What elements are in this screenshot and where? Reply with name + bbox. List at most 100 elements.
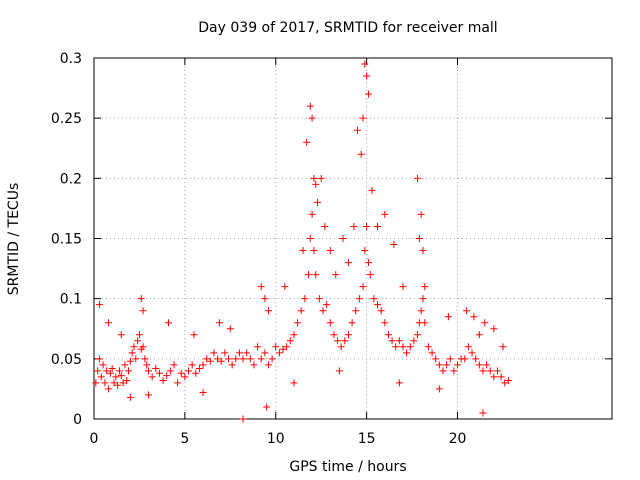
data-point (481, 319, 489, 327)
data-point (312, 180, 320, 188)
data-point (306, 235, 314, 242)
data-point (275, 349, 283, 357)
data-point (110, 379, 118, 387)
data-point (335, 367, 343, 375)
data-point (226, 325, 234, 333)
data-point (163, 372, 171, 380)
data-point (139, 343, 147, 351)
data-point (214, 355, 222, 363)
data-point (461, 355, 469, 363)
x-tick-label: 10 (267, 431, 285, 447)
data-point (301, 295, 309, 303)
data-point (323, 301, 331, 309)
data-point (152, 364, 160, 372)
axis-ticks: 0 0.05 0.1 0.15 0.2 0.25 0.3 0 5 10 15 20 (51, 51, 612, 447)
data-point (235, 349, 243, 357)
data-point (114, 381, 122, 389)
data-point (403, 349, 411, 357)
data-point (145, 391, 153, 399)
data-point (239, 415, 247, 423)
data-point (344, 259, 352, 267)
data-point (159, 376, 167, 384)
data-point (177, 369, 185, 377)
data-point (399, 283, 407, 291)
data-point (135, 331, 143, 339)
data-point (312, 271, 320, 279)
gridlines (94, 58, 612, 419)
data-point (281, 283, 289, 291)
data-point (364, 259, 372, 267)
data-points (92, 60, 512, 423)
data-point (206, 357, 214, 365)
data-point (95, 301, 103, 309)
data-point (261, 295, 269, 303)
data-point (352, 307, 360, 315)
data-point (472, 355, 480, 363)
data-point (444, 313, 452, 321)
data-point (263, 403, 271, 411)
data-point (359, 283, 367, 291)
data-point (217, 357, 225, 365)
data-point (321, 222, 329, 230)
data-point (221, 349, 229, 357)
data-point (450, 367, 458, 375)
data-point (419, 247, 427, 255)
data-point (395, 337, 403, 345)
data-point (363, 222, 371, 230)
data-point (366, 271, 374, 279)
data-point (317, 174, 325, 182)
data-point (232, 355, 240, 363)
data-point (170, 361, 178, 369)
x-tick-label: 20 (449, 431, 467, 447)
data-point (374, 301, 382, 309)
data-point (319, 307, 327, 315)
data-point (134, 337, 142, 345)
data-point (117, 331, 125, 339)
data-point (406, 343, 414, 351)
data-point (486, 367, 494, 375)
data-point (310, 247, 318, 255)
data-point (384, 331, 392, 339)
data-point (105, 319, 113, 327)
data-point (357, 150, 365, 158)
data-point (117, 372, 125, 380)
data-point (361, 60, 369, 68)
data-point (417, 210, 425, 218)
y-tick-label: 0.05 (51, 352, 82, 368)
data-point (286, 337, 294, 345)
data-point (294, 319, 302, 327)
data-point (195, 364, 203, 372)
data-point (181, 373, 189, 381)
data-point (290, 379, 298, 387)
data-point (359, 114, 367, 122)
data-point (414, 174, 422, 182)
data-point (504, 376, 512, 384)
data-point (92, 379, 100, 387)
data-point (464, 343, 472, 351)
data-point (137, 295, 145, 303)
data-point (143, 361, 151, 369)
data-point (377, 307, 385, 315)
data-point (210, 349, 218, 357)
data-point (126, 357, 134, 365)
data-point (290, 331, 298, 339)
data-point (166, 367, 174, 375)
data-point (299, 247, 307, 255)
x-tick-label: 15 (358, 431, 376, 447)
data-point (443, 361, 451, 369)
data-point (421, 283, 429, 291)
data-point (497, 373, 505, 381)
data-point (332, 271, 340, 279)
data-point (364, 90, 372, 98)
data-point (185, 367, 193, 375)
data-point (128, 349, 136, 357)
data-point (304, 271, 312, 279)
data-point (174, 379, 182, 387)
x-axis-label: GPS time / hours (289, 459, 406, 475)
data-point (308, 114, 316, 122)
data-point (468, 349, 476, 357)
data-point (199, 361, 207, 369)
data-point (344, 331, 352, 339)
